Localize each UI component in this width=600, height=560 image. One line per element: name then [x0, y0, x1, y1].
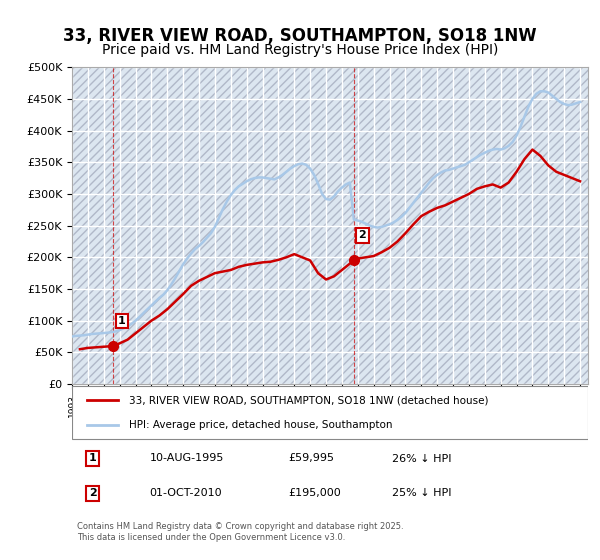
Text: 25% ↓ HPI: 25% ↓ HPI [392, 488, 451, 498]
Text: 1: 1 [118, 316, 126, 326]
Text: 33, RIVER VIEW ROAD, SOUTHAMPTON, SO18 1NW (detached house): 33, RIVER VIEW ROAD, SOUTHAMPTON, SO18 1… [129, 395, 488, 405]
Text: 33, RIVER VIEW ROAD, SOUTHAMPTON, SO18 1NW: 33, RIVER VIEW ROAD, SOUTHAMPTON, SO18 1… [63, 27, 537, 45]
FancyBboxPatch shape [72, 386, 588, 439]
Text: £195,000: £195,000 [289, 488, 341, 498]
Text: 10-AUG-1995: 10-AUG-1995 [149, 454, 224, 464]
Text: 2: 2 [89, 488, 97, 498]
Text: 1: 1 [89, 454, 97, 464]
Text: 01-OCT-2010: 01-OCT-2010 [149, 488, 222, 498]
Text: £59,995: £59,995 [289, 454, 335, 464]
Text: HPI: Average price, detached house, Southampton: HPI: Average price, detached house, Sout… [129, 420, 392, 430]
Text: 26% ↓ HPI: 26% ↓ HPI [392, 454, 451, 464]
Text: Price paid vs. HM Land Registry's House Price Index (HPI): Price paid vs. HM Land Registry's House … [102, 44, 498, 58]
Text: 2: 2 [359, 230, 367, 240]
Text: Contains HM Land Registry data © Crown copyright and database right 2025.
This d: Contains HM Land Registry data © Crown c… [77, 522, 404, 542]
